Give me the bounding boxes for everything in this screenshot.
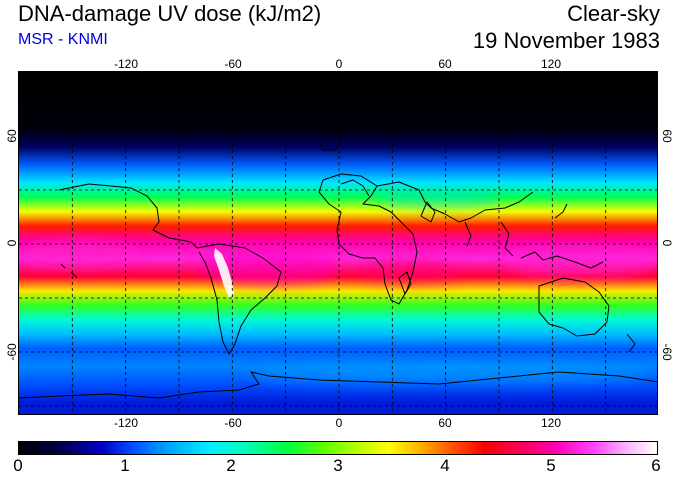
source-label: MSR - KNMI [18,31,108,48]
map-title: DNA-damage UV dose (kJ/m2) [18,1,322,26]
color-scale-label: 6 [651,456,661,475]
coastlines [19,135,657,399]
lon-tick-bottom: 60 [438,416,452,430]
west-pacific-high-region [504,246,654,278]
lat-tick-right: 60 [660,129,674,143]
india-coast [464,221,472,247]
lon-tick-top: -120 [113,57,139,71]
uv-dose-map [18,71,658,415]
lat-tick-left: 60 [5,129,19,143]
islands-coast [60,203,568,279]
lon-tick-top: 0 [335,57,343,71]
uv-field-anomalies [19,190,654,385]
color-scale-label: 2 [226,456,236,475]
lat-tick-left: -60 [5,343,19,361]
lon-tick-top: -60 [224,57,242,71]
color-scale-label: 1 [120,456,130,475]
greenland-coast [318,135,342,151]
southeast-asia-coast [500,221,514,257]
color-scale-label: 4 [440,456,450,475]
indonesia-coast [520,251,604,269]
australia-coast [538,277,610,337]
color-scale-label: 5 [546,456,556,475]
south-america-coast [196,243,282,355]
lon-tick-top: 60 [438,57,452,71]
color-scale-bar [18,441,658,455]
sahara-bright-region [379,190,499,210]
africa-band-region [359,260,459,284]
lon-tick-top: 120 [540,57,562,71]
lon-tick-bottom: 120 [540,416,562,430]
lat-tick-left: 0 [5,239,19,247]
uv-dose-map-canvas [19,72,657,414]
color-scale-label: 3 [333,456,343,475]
lat-tick-right: 0 [660,239,674,247]
madagascar-coast [398,271,412,295]
arabia-coast [420,201,436,223]
andes-maximum-region [214,248,234,298]
south-america-high-region [199,249,339,285]
antarctica-coast [19,371,657,399]
lon-tick-bottom: -60 [224,416,242,430]
asia-coast [376,181,534,223]
date-label: 19 November 1983 [472,28,660,53]
sky-condition-label: Clear-sky [567,1,660,26]
new-zealand-coast [626,333,636,353]
lon-tick-bottom: -120 [113,416,139,430]
southern-ocean-bright-region [249,365,649,385]
europe-coast [340,179,370,197]
lat-tick-right: -60 [660,343,674,361]
lon-tick-bottom: 0 [335,416,343,430]
north-america-coast [58,183,198,249]
east-pacific-high-region [19,240,139,268]
color-scale-label: 0 [13,456,23,475]
